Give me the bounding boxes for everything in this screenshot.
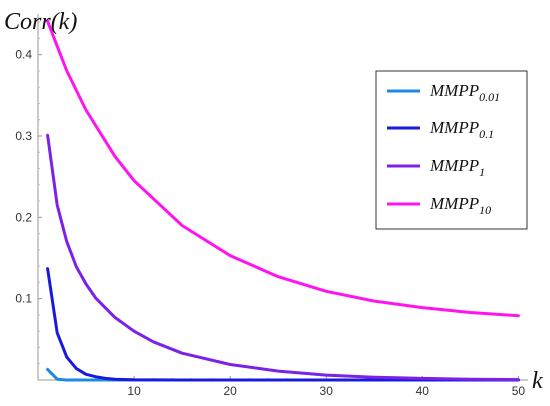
- series-line-2: [46, 267, 520, 382]
- y-tick-label: 0.2: [15, 210, 32, 224]
- x-tick-label: 10: [127, 384, 141, 398]
- series-line-4: [46, 19, 520, 318]
- y-axis-title: Corr(k): [4, 9, 77, 35]
- legend-label-4: MMPP10: [429, 194, 491, 217]
- y-tick-label: 0.4: [15, 48, 32, 62]
- legend-subscript-2: 0.1: [479, 127, 494, 141]
- x-tick-label: 50: [512, 384, 526, 398]
- legend-subscript-3: 1: [479, 165, 485, 179]
- x-tick-label: 40: [416, 384, 430, 398]
- series-line-3: [46, 133, 520, 382]
- legend-subscript-4: 10: [479, 203, 491, 217]
- x-tick-label: 30: [320, 384, 334, 398]
- y-tick-label: 0.1: [15, 292, 32, 306]
- legend-label-2: MMPP0.1: [429, 118, 494, 141]
- x-axis-title: k: [532, 368, 543, 394]
- legend-subscript-1: 0.01: [479, 90, 500, 104]
- legend-label-3: MMPP1: [429, 156, 485, 179]
- series-layer: [46, 19, 520, 382]
- x-tick-label: 20: [223, 384, 237, 398]
- y-tick-label: 0.3: [15, 129, 32, 143]
